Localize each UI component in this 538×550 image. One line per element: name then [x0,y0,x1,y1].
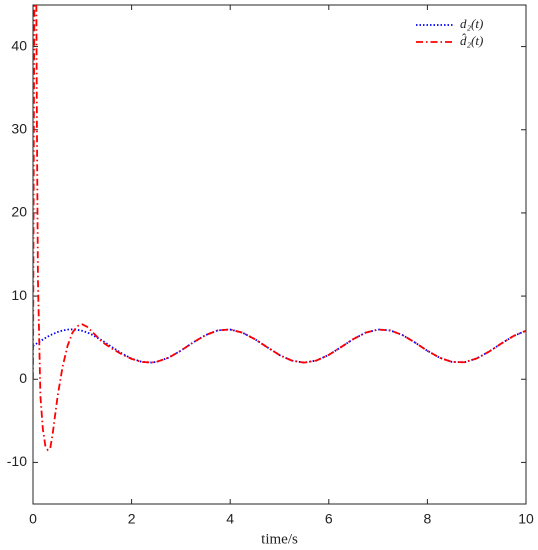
y-tick-label: 40 [11,37,27,53]
legend-label: d₂(t) [460,16,483,31]
y-tick-label: 10 [11,287,27,303]
x-tick-label: 8 [424,511,432,527]
axes-box [32,4,527,505]
x-tick-label: 6 [325,511,333,527]
y-tick-label: 0 [19,370,27,386]
y-tick-label: 30 [11,120,27,136]
x-tick-label: 0 [29,511,37,527]
x-tick-label: 10 [518,511,534,527]
legend-label: d̂₂(t) [460,33,483,48]
x-axis-label: time/s [261,531,298,547]
y-tick-label: 20 [11,204,27,220]
x-tick-label: 4 [226,511,234,527]
x-tick-label: 2 [128,511,136,527]
series-line [33,5,526,452]
y-tick-label: -10 [7,453,27,469]
